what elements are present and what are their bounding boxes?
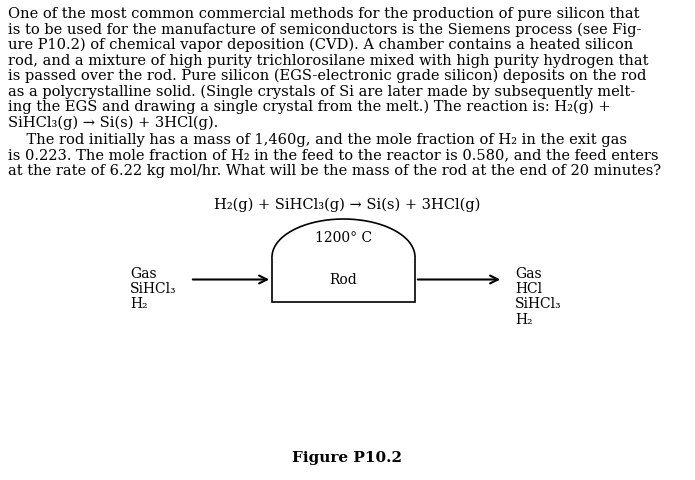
Text: is to be used for the manufacture of semiconductors is the Siemens process (see : is to be used for the manufacture of sem… [8, 23, 641, 37]
Text: at the rate of 6.22 kg mol/hr. What will be the mass of the rod at the end of 20: at the rate of 6.22 kg mol/hr. What will… [8, 164, 661, 178]
Text: is 0.223. The mole fraction of H₂ in the feed to the reactor is 0.580, and the f: is 0.223. The mole fraction of H₂ in the… [8, 148, 658, 162]
Text: rod, and a mixture of high purity trichlorosilane mixed with high purity hydroge: rod, and a mixture of high purity trichl… [8, 53, 648, 67]
Text: Rod: Rod [329, 273, 357, 287]
Bar [272, 257, 415, 302]
Text: 1200° C: 1200° C [315, 231, 372, 245]
Text: ure P10.2) of chemical vapor deposition (CVD). A chamber contains a heated silic: ure P10.2) of chemical vapor deposition … [8, 38, 633, 52]
Text: SiHCl₃: SiHCl₃ [515, 297, 562, 311]
Polygon shape [272, 219, 415, 257]
Text: as a polycrystalline solid. (Single crystals of Si are later made by subsequentl: as a polycrystalline solid. (Single crys… [8, 84, 635, 99]
Text: SiHCl₃(g) → Si(s) + 3HCl(g).: SiHCl₃(g) → Si(s) + 3HCl(g). [8, 115, 218, 130]
Text: ing the EGS and drawing a single crystal from the melt.) The reaction is: H₂(g) : ing the EGS and drawing a single crystal… [8, 100, 610, 114]
Text: Gas: Gas [130, 266, 156, 280]
Text: HCl: HCl [515, 281, 542, 295]
Text: is passed over the rod. Pure silicon (EGS-electronic grade silicon) deposits on : is passed over the rod. Pure silicon (EG… [8, 69, 646, 83]
Text: Figure P10.2: Figure P10.2 [292, 450, 402, 464]
Text: H₂: H₂ [130, 297, 147, 311]
Text: H₂: H₂ [515, 312, 532, 326]
Text: Gas: Gas [515, 266, 541, 280]
Text: The rod initially has a mass of 1,460g, and the mole fraction of H₂ in the exit : The rod initially has a mass of 1,460g, … [8, 133, 627, 147]
Text: One of the most common commercial methods for the production of pure silicon tha: One of the most common commercial method… [8, 7, 639, 21]
Text: SiHCl₃: SiHCl₃ [130, 281, 177, 295]
Text: H₂(g) + SiHCl₃(g) → Si(s) + 3HCl(g): H₂(g) + SiHCl₃(g) → Si(s) + 3HCl(g) [214, 197, 480, 212]
